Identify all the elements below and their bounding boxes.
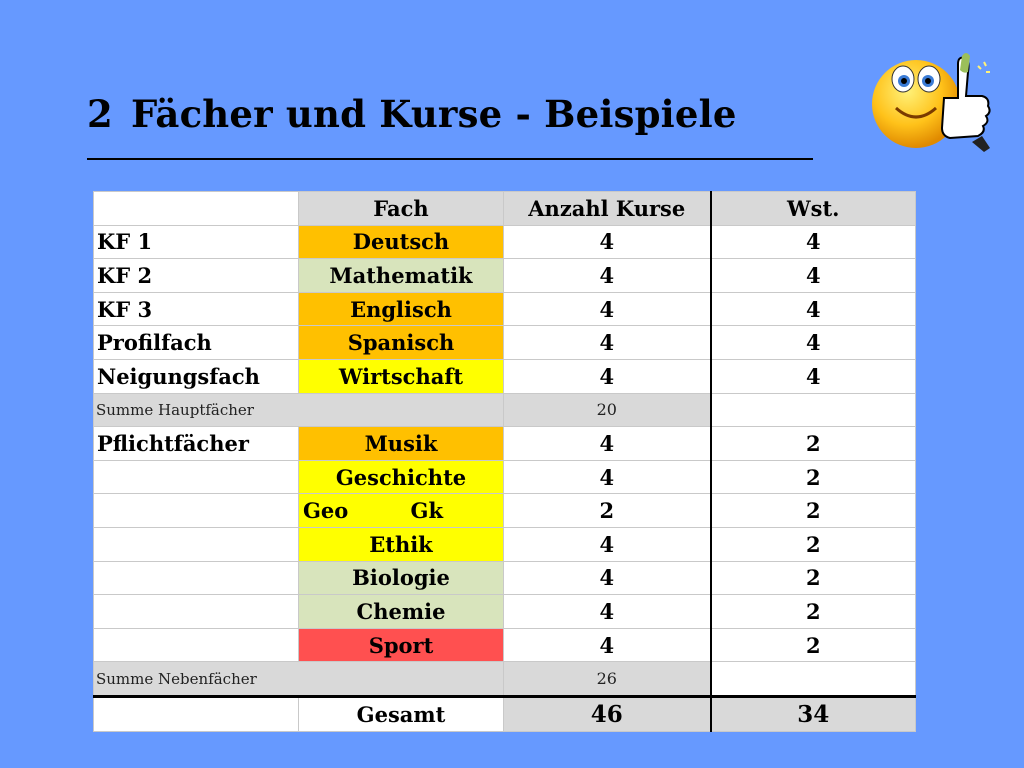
- courses-cell: 4: [503, 526, 712, 562]
- row-label: [93, 560, 299, 596]
- table-row: Profilfach Spanisch 4 4: [93, 325, 916, 360]
- subject-cell: Sport: [298, 627, 504, 663]
- hours-cell: 2: [710, 459, 916, 495]
- total-empty: [93, 694, 299, 732]
- hours-cell: 4: [710, 358, 916, 394]
- row-label: [93, 459, 299, 495]
- courses-cell: 4: [503, 594, 712, 629]
- sum-minor-row: Summe Nebenfächer 26: [93, 661, 916, 697]
- row-label: [93, 526, 299, 562]
- courses-cell: 2: [503, 493, 712, 528]
- table-row: Ethik 4 2: [93, 526, 916, 562]
- hours-cell: 2: [710, 526, 916, 562]
- courses-cell: 4: [503, 358, 712, 394]
- courses-cell: 4: [503, 459, 712, 495]
- hours-cell: 4: [710, 224, 916, 260]
- row-label: Pflichtfächer: [93, 426, 299, 461]
- courses-cell: 4: [503, 258, 712, 293]
- row-label: KF 1: [93, 224, 299, 260]
- sum-main-row: Summe Hauptfächer 20: [93, 392, 916, 428]
- courses-cell: 4: [503, 627, 712, 663]
- table-row: KF 3 Englisch 4 4: [93, 291, 916, 327]
- row-label: [93, 493, 299, 528]
- total-label: Gesamt: [298, 694, 504, 732]
- subject-geo: Geo: [303, 498, 349, 524]
- table-row: KF 2 Mathematik 4 4: [93, 258, 916, 293]
- subject-cell: Geo Gk: [298, 493, 504, 528]
- table-row: Biologie 4 2: [93, 560, 916, 596]
- courses-cell: 4: [503, 426, 712, 461]
- sum-main-value: 20: [503, 392, 712, 428]
- hours-cell: 4: [710, 258, 916, 293]
- subject-cell: Englisch: [298, 291, 504, 327]
- subjects-table: Fach Anzahl Kurse Wst. KF 1 Deutsch 4 4 KF 2 Mat…: [93, 191, 916, 732]
- row-label: Neigungsfach: [93, 358, 299, 394]
- hours-cell: 4: [710, 291, 916, 327]
- row-label: KF 2: [93, 258, 299, 293]
- subject-cell: Wirtschaft: [298, 358, 504, 394]
- header-wst: Wst.: [710, 191, 916, 226]
- total-courses: 46: [503, 694, 712, 732]
- thumbs-up-smiley-icon: [872, 53, 991, 152]
- slide-title: 2 Fächer und Kurse - Beispiele: [87, 92, 737, 136]
- subject-cell: Chemie: [298, 594, 504, 629]
- table-row: Sport 4 2: [93, 627, 916, 663]
- header-fach: Fach: [298, 191, 504, 226]
- subject-cell: Biologie: [298, 560, 504, 596]
- sum-minor-empty: [710, 661, 916, 697]
- sum-minor-label: Summe Nebenfächer: [93, 661, 504, 697]
- courses-cell: 4: [503, 325, 712, 360]
- table-row: Pflichtfächer Musik 4 2: [93, 426, 916, 461]
- table-row: Neigungsfach Wirtschaft 4 4: [93, 358, 916, 394]
- subject-cell: Ethik: [298, 526, 504, 562]
- hours-cell: 2: [710, 560, 916, 596]
- courses-cell: 4: [503, 291, 712, 327]
- table-row: Chemie 4 2: [93, 594, 916, 629]
- hours-cell: 4: [710, 325, 916, 360]
- table-row: Geschichte 4 2: [93, 459, 916, 495]
- title-underline: [87, 158, 813, 160]
- header-anzahl-kurse: Anzahl Kurse: [503, 191, 712, 226]
- subject-cell: Deutsch: [298, 224, 504, 260]
- courses-cell: 4: [503, 224, 712, 260]
- total-row: Gesamt 46 34: [93, 694, 916, 732]
- hours-cell: 2: [710, 426, 916, 461]
- sum-minor-value: 26: [503, 661, 712, 697]
- hours-cell: 2: [710, 594, 916, 629]
- subject-cell: Spanisch: [298, 325, 504, 360]
- row-label: [93, 594, 299, 629]
- row-label: KF 3: [93, 291, 299, 327]
- title-text: Fächer und Kurse - Beispiele: [130, 92, 737, 136]
- header-empty: [93, 191, 299, 226]
- subject-gk: Gk: [410, 498, 443, 524]
- subject-cell: Geschichte: [298, 459, 504, 495]
- hours-cell: 2: [710, 627, 916, 663]
- total-hours: 34: [710, 694, 916, 732]
- table-row: KF 1 Deutsch 4 4: [93, 224, 916, 260]
- row-label: Profilfach: [93, 325, 299, 360]
- courses-cell: 4: [503, 560, 712, 596]
- title-number: 2: [87, 92, 113, 136]
- header-row: Fach Anzahl Kurse Wst.: [93, 191, 916, 226]
- subject-cell: Mathematik: [298, 258, 504, 293]
- sum-main-empty: [710, 392, 916, 428]
- sum-main-label: Summe Hauptfächer: [93, 392, 504, 428]
- row-label: [93, 627, 299, 663]
- subject-cell: Musik: [298, 426, 504, 461]
- table-row: Geo Gk 2 2: [93, 493, 916, 528]
- hours-cell: 2: [710, 493, 916, 528]
